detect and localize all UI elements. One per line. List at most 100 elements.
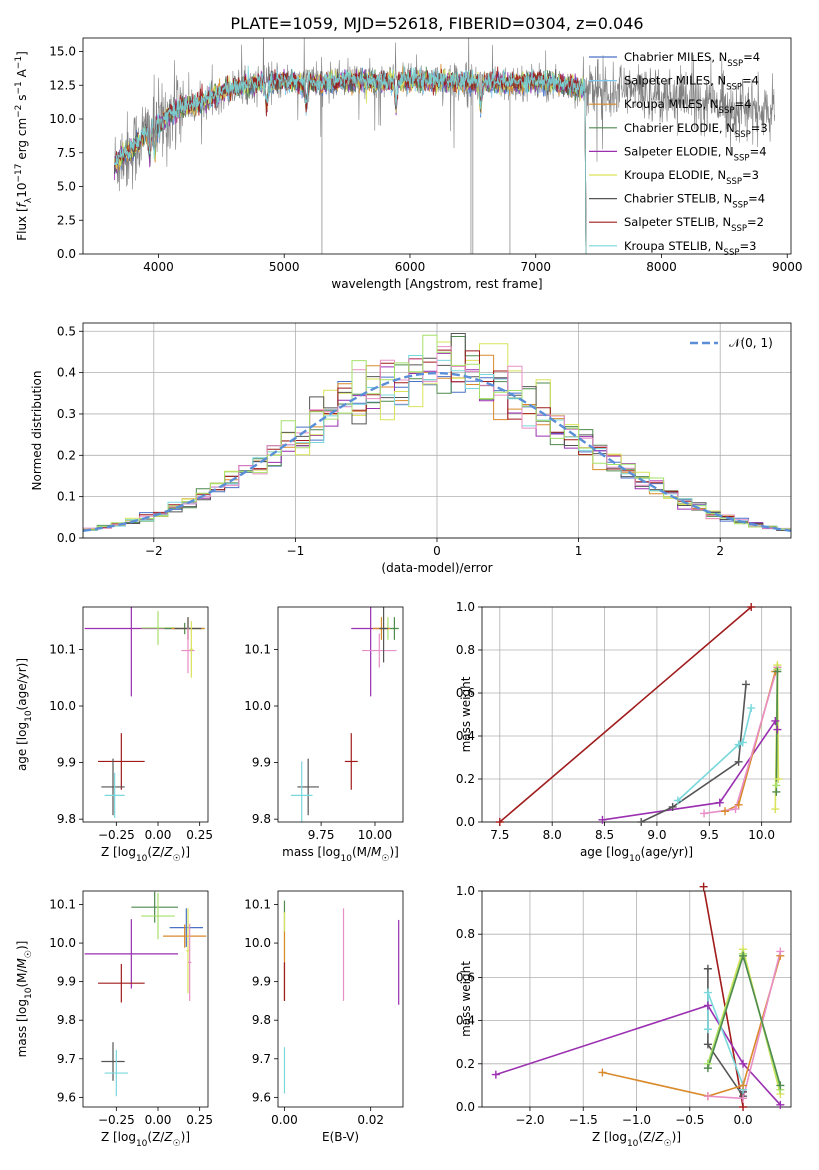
y-tick-label: 2.5 bbox=[57, 213, 76, 227]
legend-label: Salpeter STELIB, NSSP=2 bbox=[624, 215, 764, 234]
weight-marker bbox=[703, 1040, 712, 1049]
weight-marker bbox=[703, 1064, 712, 1073]
y-tick-label: 9.8 bbox=[252, 1013, 271, 1027]
label-part: Z bbox=[654, 1130, 664, 1144]
weight-marker bbox=[739, 1081, 748, 1090]
axes-frame bbox=[82, 606, 209, 823]
model-spectrum-line bbox=[113, 67, 587, 254]
plot-area bbox=[495, 891, 782, 1107]
label-part: 10 bbox=[341, 854, 353, 864]
data-point bbox=[101, 758, 125, 816]
data-point bbox=[169, 908, 203, 947]
legend-sub: SSP bbox=[735, 130, 751, 140]
y-tick-label: 9.8 bbox=[252, 812, 271, 826]
x-tick-label: −0.5 bbox=[675, 1113, 704, 1127]
y-tick-label: 9.7 bbox=[252, 1052, 271, 1066]
weight-marker bbox=[703, 964, 712, 973]
weight-marker bbox=[747, 603, 756, 611]
axes-frame bbox=[82, 890, 209, 1108]
label-part: f bbox=[15, 201, 29, 207]
y-axis-label: mass [log10(M/M☉)] bbox=[15, 941, 34, 1058]
x-tick-label: 0.02 bbox=[357, 1113, 384, 1127]
label-part: (age/yr)] bbox=[641, 845, 693, 859]
legend-suffix: =4 bbox=[748, 192, 765, 206]
y-tick-label: 9.6 bbox=[57, 1090, 76, 1104]
x-axis-label: (data-model)/error bbox=[381, 561, 492, 575]
data-point bbox=[181, 627, 195, 674]
legend-sub: SSP bbox=[726, 177, 742, 187]
legend-suffix: =3 bbox=[739, 239, 756, 253]
y-tick-label: 9.8 bbox=[57, 812, 76, 826]
label-part: mass weight bbox=[459, 961, 473, 1037]
legend-text: Chabrier ELODIE, N bbox=[624, 121, 735, 135]
x-tick-label: 4000 bbox=[143, 260, 174, 274]
y-tick-label: 0.0 bbox=[57, 531, 76, 545]
weight-marker bbox=[703, 1001, 712, 1010]
weight-marker bbox=[773, 725, 782, 734]
weight-marker bbox=[738, 738, 747, 747]
label-part: mass [ bbox=[282, 845, 322, 859]
x-axis-label: age [log10(age/yr)] bbox=[580, 845, 693, 864]
legend-text: Kroupa STELIB, N bbox=[624, 239, 724, 253]
weight-marker bbox=[747, 704, 756, 713]
legend-suffix: =4 bbox=[743, 50, 760, 64]
legend-text: Chabrier MILES, N bbox=[624, 50, 727, 64]
weight-marker bbox=[699, 882, 708, 891]
legend-sub: SSP bbox=[731, 224, 747, 234]
weight-marker bbox=[673, 796, 682, 805]
y-tick-label: 9.7 bbox=[57, 1052, 76, 1066]
label-part: )] bbox=[389, 845, 398, 859]
label-part: (Z/ bbox=[147, 1130, 165, 1144]
data-point bbox=[390, 617, 399, 640]
y-tick-label: 0.8 bbox=[456, 927, 475, 941]
y-tick-label: 9.9 bbox=[252, 975, 271, 989]
data-point bbox=[163, 924, 207, 948]
x-tick-label: 9.0 bbox=[647, 828, 666, 842]
y-tick-label: 0.8 bbox=[456, 643, 475, 657]
y-tick-label: 0.6 bbox=[456, 970, 475, 984]
x-tick-label: 8.5 bbox=[595, 828, 614, 842]
label-part: (Z/ bbox=[638, 1130, 656, 1144]
y-tick-label: 1.0 bbox=[456, 600, 475, 614]
label-part: E(B-V) bbox=[322, 1130, 359, 1144]
x-tick-label: 9000 bbox=[772, 260, 803, 274]
x-tick-label: −1 bbox=[287, 544, 305, 558]
label-part: Z [ bbox=[592, 1130, 609, 1144]
y-tick-label: 0.4 bbox=[456, 729, 475, 743]
chart-residuals: −2 −1 0 1 2 0.0 0.1 0.2 0.3 0.4 0.5 (data-model)/er… bbox=[30, 322, 792, 575]
weight-marker bbox=[598, 1068, 607, 1077]
x-tick-label: 0.00 bbox=[145, 1113, 172, 1127]
weight-marker bbox=[739, 951, 748, 960]
chart-mass-vs-Z: −0.25 0.00 0.259.69.79.89.910.010.1Z [log1… bbox=[15, 890, 213, 1149]
weight-series-line bbox=[495, 1004, 781, 1106]
x-tick-label: 6000 bbox=[395, 260, 426, 274]
weight-series-line bbox=[640, 684, 747, 822]
x-tick-label: 9.75 bbox=[308, 828, 335, 842]
label-part: 10 bbox=[136, 1139, 148, 1149]
data-point bbox=[98, 733, 145, 790]
weight-marker bbox=[731, 805, 740, 814]
label-part: (data-model)/error bbox=[381, 561, 492, 575]
y-tick-label: 10.1 bbox=[244, 898, 271, 912]
label-part: M bbox=[15, 957, 29, 968]
data-point bbox=[101, 1042, 125, 1081]
model-spectrum-line bbox=[113, 65, 587, 254]
chart-age-vs-mass: 9.75 10.00 9.8 9.9 10.0 10.1 mass [log10(M/M☉)… bbox=[244, 606, 404, 864]
legend-label: Chabrier STELIB, NSSP=4 bbox=[624, 192, 765, 211]
y-tick-label: 10.1 bbox=[49, 898, 76, 912]
x-tick-label: 9.5 bbox=[700, 828, 719, 842]
label-part: 10 bbox=[629, 854, 641, 864]
plot-area bbox=[290, 607, 399, 822]
weight-marker bbox=[774, 775, 783, 783]
weight-marker bbox=[703, 1025, 712, 1034]
normal-curve bbox=[83, 371, 791, 532]
y-tick-label: 10.1 bbox=[49, 642, 76, 656]
model-spectrum-line bbox=[113, 68, 587, 254]
weight-marker bbox=[739, 1059, 748, 1068]
data-point bbox=[131, 891, 178, 923]
legend-sub: SSP bbox=[726, 83, 742, 93]
legend-label: 𝒩(0, 1) bbox=[729, 336, 773, 350]
y-tick-label: 0.4 bbox=[57, 366, 76, 380]
label-part: log bbox=[611, 845, 629, 859]
